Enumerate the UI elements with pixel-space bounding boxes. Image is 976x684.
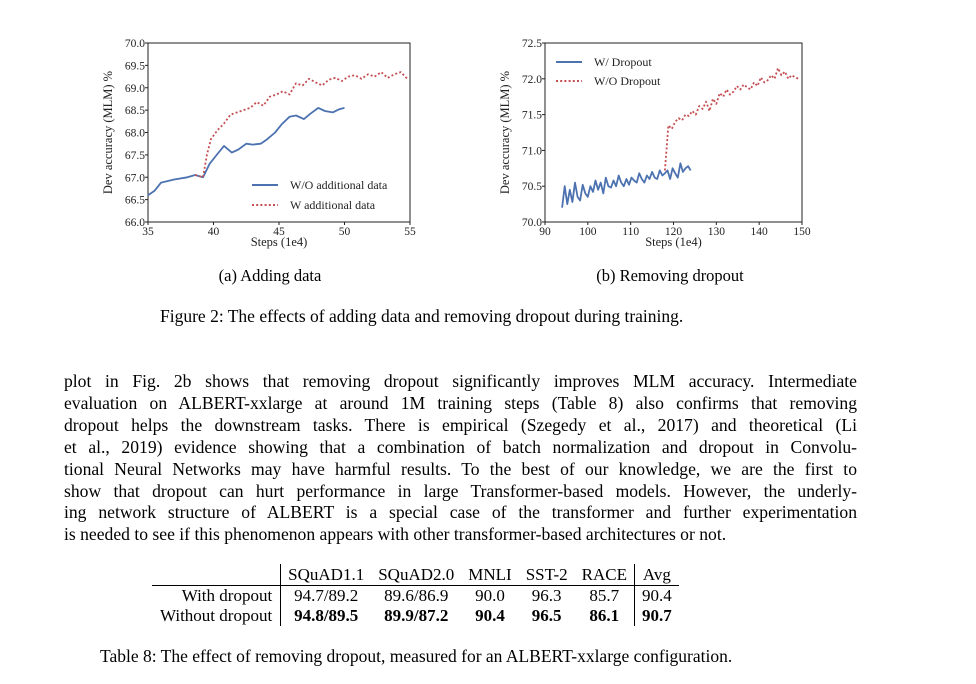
x-tick-label: 150 xyxy=(793,226,811,238)
y-tick-label: 67.0 xyxy=(125,172,145,184)
table-row: Without dropout 94.8/89.5 89.9/87.2 90.4… xyxy=(152,606,679,626)
x-axis-label: Steps (1e4) xyxy=(645,235,702,249)
x-axis-label: Steps (1e4) xyxy=(251,235,308,249)
x-tick-label: 140 xyxy=(751,226,769,238)
subcaption-a: (a) Adding data xyxy=(218,266,322,285)
table-cell: 89.9/87.2 xyxy=(384,606,449,625)
legend-label: W/O Dropout xyxy=(594,74,661,88)
y-tick-label: 67.5 xyxy=(125,150,145,162)
y-tick-label: 69.0 xyxy=(125,83,145,95)
y-tick-label: 71.0 xyxy=(522,145,542,157)
body-paragraph: plot in Fig. 2b shows that removing drop… xyxy=(64,371,857,546)
table-cell: 85.7 xyxy=(574,585,635,606)
legend-label: W/O additional data xyxy=(290,178,388,192)
table-caption: Table 8: The effect of removing dropout,… xyxy=(100,646,733,666)
table-cell: 94.8/89.5 xyxy=(280,606,372,626)
y-tick-label: 68.5 xyxy=(125,105,145,117)
y-tick-label: 72.0 xyxy=(522,74,542,86)
table-corner xyxy=(152,564,281,586)
x-tick-label: 120 xyxy=(665,226,683,238)
table-cell: 90.4 xyxy=(475,606,505,625)
table-cell: 89.6/86.9 xyxy=(371,585,462,606)
y-axis-label: Dev accuracy (MLM) % xyxy=(498,71,512,194)
y-tick-label: 66.5 xyxy=(125,195,145,207)
table-cell: 86.1 xyxy=(589,606,620,625)
subcaption-b: (b) Removing dropout xyxy=(596,266,744,285)
figure-caption: Figure 2: The effects of adding data and… xyxy=(160,306,684,326)
table-cell: 96.5 xyxy=(531,606,562,625)
x-tick-label: 90 xyxy=(539,226,551,238)
table-cell: 90.0 xyxy=(461,585,519,606)
plot-frame xyxy=(544,42,803,223)
table-header-cell: SQuAD1.1 xyxy=(280,564,372,586)
x-tick-label: 50 xyxy=(339,226,351,238)
table-cell: 96.3 xyxy=(518,585,575,606)
table-cell: 90.4 xyxy=(633,585,679,606)
table-header-cell: RACE xyxy=(581,565,627,584)
x-tick-label: 45 xyxy=(273,226,285,238)
y-tick-label: 69.5 xyxy=(125,60,145,72)
y-tick-label: 66.0 xyxy=(125,217,145,229)
series-line xyxy=(194,71,409,179)
x-tick-label: 100 xyxy=(579,226,597,238)
table-cell: 94.7/89.2 xyxy=(280,585,372,606)
table-cell: 90.7 xyxy=(633,606,679,626)
x-tick-label: 40 xyxy=(208,226,220,238)
series-line xyxy=(664,67,799,171)
row-label: With dropout xyxy=(152,585,281,606)
paragraph-line: plot in Fig. 2b shows that removing drop… xyxy=(64,371,857,391)
chart-adding-data: 35 40 45 50 55 66.0 66.5 67.0 67.5 68.0 68.5 69.0 69… xyxy=(101,38,416,249)
y-tick-label: 71.5 xyxy=(522,110,542,122)
table-header-cell: SST-2 xyxy=(525,565,568,584)
x-tick-label: 130 xyxy=(708,226,726,238)
paragraph-line: is needed to see if this phenomenon appe… xyxy=(64,524,727,545)
y-tick-label: 68.0 xyxy=(125,128,145,140)
results-table: SQuAD1.1 SQuAD2.0 MNLI SST-2 RACE Avg Wi… xyxy=(152,564,679,626)
table-header-cell: SQuAD2.0 xyxy=(378,565,455,584)
table-row: With dropout 94.7/89.2 89.6/86.9 90.0 96… xyxy=(152,585,679,606)
x-tick-label: 110 xyxy=(622,226,639,238)
series-line xyxy=(147,107,345,196)
x-tick-label: 35 xyxy=(142,226,154,238)
series-line xyxy=(561,162,692,208)
plot-frame xyxy=(147,42,411,223)
y-tick-label: 70.5 xyxy=(522,181,542,193)
row-label: Without dropout xyxy=(160,606,273,625)
paragraph-line: et al., 2019) evidence showing that a co… xyxy=(64,436,857,457)
y-tick-label: 72.5 xyxy=(522,38,542,50)
paragraph-line: show that dropout can hurt performance i… xyxy=(64,480,857,501)
table-header-cell: Avg xyxy=(633,564,679,586)
y-tick-label: 70.0 xyxy=(125,38,145,50)
chart-removing-dropout: 90 100 110 120 130 140 150 70.0 70.5 71.0 71.5 72.0… xyxy=(498,38,811,249)
legend-label: W/ Dropout xyxy=(594,55,652,69)
paragraph-line: tional Neural Networks may have harmful … xyxy=(64,458,857,479)
paragraph-line: dropout helps the downstream tasks. Ther… xyxy=(64,414,857,435)
paragraph-line: ing network structure of ALBERT is a spe… xyxy=(64,502,857,523)
legend-label: W additional data xyxy=(290,198,376,212)
y-axis-label: Dev accuracy (MLM) % xyxy=(101,71,115,194)
table-header-row: SQuAD1.1 SQuAD2.0 MNLI SST-2 RACE Avg xyxy=(152,564,679,586)
paragraph-line: evaluation on ALBERT-xxlarge at around 1… xyxy=(64,392,857,413)
table-header-cell: MNLI xyxy=(468,565,512,584)
x-tick-label: 55 xyxy=(404,226,416,238)
y-tick-label: 70.0 xyxy=(522,217,542,229)
